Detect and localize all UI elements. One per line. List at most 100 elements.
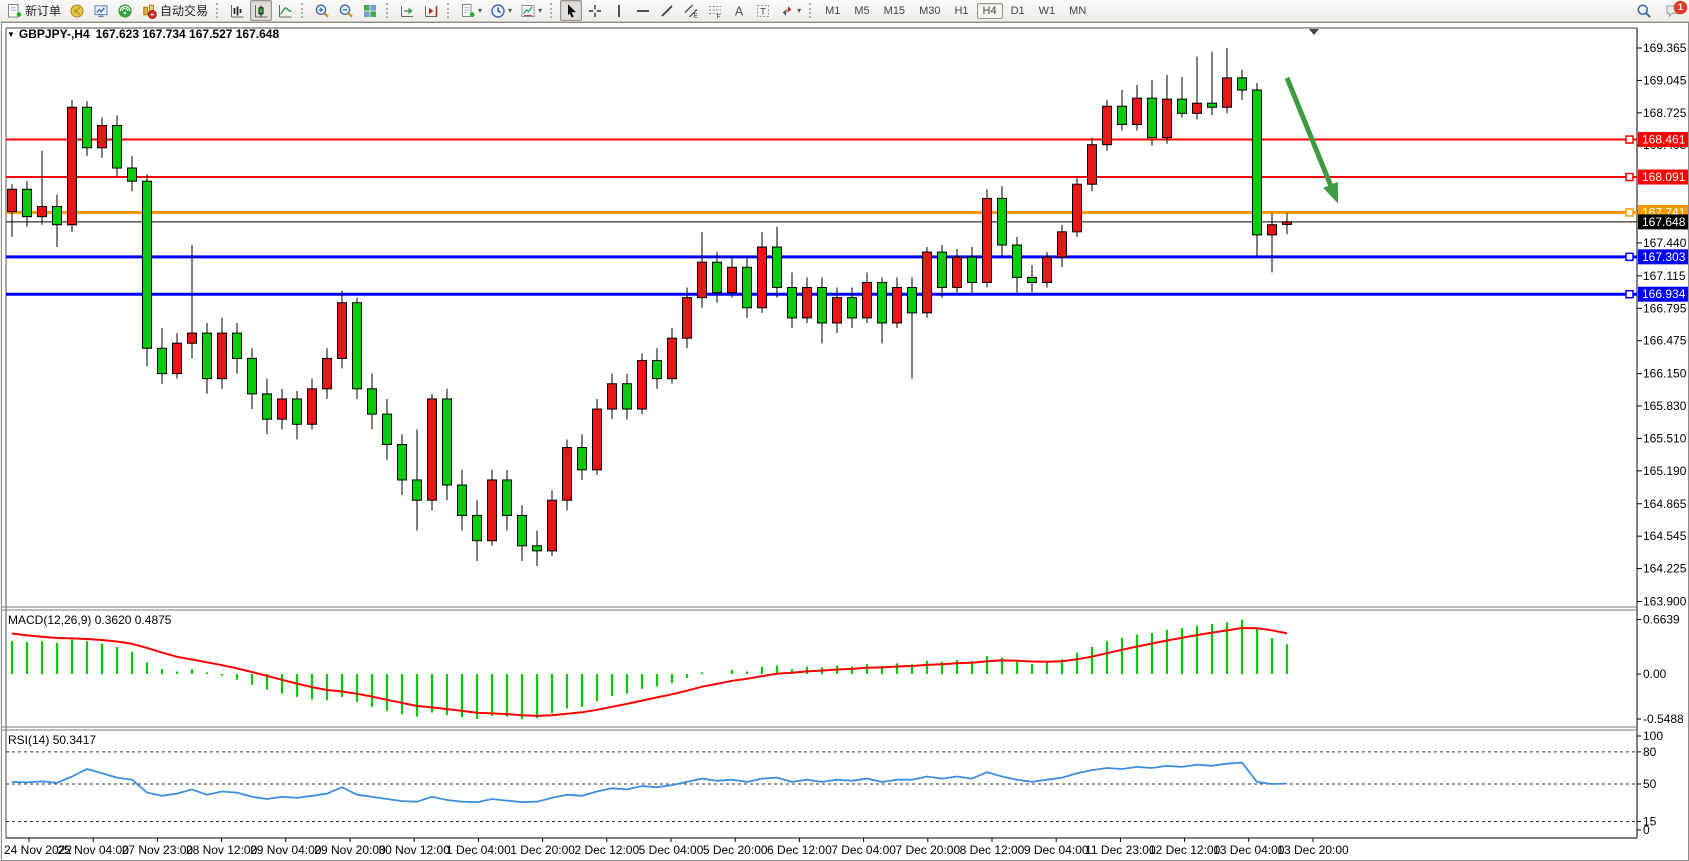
price-chart-canvas[interactable]: 0.6639 0.00 -0.5488 100 80 50 150 169.365 169.04… [2,23,1688,860]
candle-body[interactable] [427,398,437,501]
candle-body[interactable] [82,106,92,149]
timeframe-button-MN[interactable]: MN [1069,4,1087,17]
candle-body[interactable] [607,383,617,410]
annotations[interactable] [1284,29,1338,204]
candlestick-chart-button[interactable] [250,0,273,21]
candle-body[interactable] [67,106,77,226]
level-line-handle[interactable] [1625,289,1634,299]
candle-body[interactable] [667,337,677,380]
candle-body[interactable] [1267,224,1277,236]
candle-body[interactable] [1087,144,1097,185]
candle-body[interactable] [787,287,797,319]
bar-chart-button[interactable] [226,0,248,21]
candle-body[interactable] [832,297,842,324]
candle-body[interactable] [742,266,752,309]
candle-body[interactable] [37,206,47,218]
chart-shift-marker[interactable] [1309,29,1319,35]
candles[interactable] [7,48,1292,567]
signals-button[interactable] [114,0,136,21]
arrows-button[interactable]: ▾ [776,0,804,21]
candle-body[interactable] [922,251,932,314]
chevron-down-icon[interactable]: ▾ [797,6,802,15]
candle-body[interactable] [907,287,917,314]
new-order-button[interactable]: 新订单 [3,0,64,21]
candle-body[interactable] [682,297,692,339]
level-line-handle[interactable] [1625,252,1634,262]
candle-body[interactable] [577,447,587,471]
candle-body[interactable] [1042,256,1052,283]
candle-body[interactable] [367,388,377,415]
candle-body[interactable] [877,281,887,324]
candle-body[interactable] [637,359,647,410]
trendline-button[interactable] [656,0,678,21]
candle-body[interactable] [127,167,137,182]
candle-body[interactable] [1147,97,1157,139]
chevron-down-icon[interactable]: ▾ [538,6,543,15]
candle-body[interactable] [172,342,182,375]
candle-body[interactable] [817,287,827,324]
candle-body[interactable] [487,479,497,542]
candle-body[interactable] [562,447,572,501]
candle-body[interactable] [1282,221,1292,225]
candle-body[interactable] [892,287,902,324]
candle-body[interactable] [622,383,632,410]
zoom-in-button[interactable] [311,0,333,21]
candle-body[interactable] [397,444,407,481]
candle-body[interactable] [847,297,857,319]
candle-body[interactable] [1102,105,1112,146]
candle-body[interactable] [97,124,107,149]
candle-body[interactable] [547,499,557,552]
candle-body[interactable] [862,281,872,319]
periods-button[interactable]: ▾ [487,0,515,21]
candle-body[interactable] [1192,102,1202,114]
timeframe-button-D1[interactable]: D1 [1010,4,1025,17]
candle-body[interactable] [1177,98,1187,114]
candle-body[interactable] [412,479,422,501]
candle-body[interactable] [337,302,347,359]
candle-body[interactable] [727,266,737,294]
line-chart-button[interactable] [274,0,296,21]
candle-body[interactable] [952,256,962,289]
timeframe-button-H1[interactable]: H1 [954,4,969,17]
level-line-handle[interactable] [1625,135,1634,144]
trend-arrow-line[interactable] [1284,76,1336,192]
level-line-handle[interactable] [1625,208,1634,217]
candle-body[interactable] [292,398,302,425]
candle-body[interactable] [382,413,392,446]
candle-body[interactable] [502,479,512,516]
new-chart-button[interactable]: ▾ [457,0,485,21]
fibonacci-button[interactable]: F [704,0,726,21]
candle-body[interactable] [532,545,542,552]
candle-body[interactable] [1057,231,1067,258]
level-line-handle[interactable] [1625,172,1634,182]
cursor-button[interactable] [560,0,583,21]
horizontal-line-button[interactable] [632,0,654,21]
text-label-button[interactable]: T [752,0,774,21]
autotrading-button[interactable]: 自动交易 [138,0,211,21]
candle-body[interactable] [187,332,197,344]
candle-body[interactable] [1207,102,1217,108]
candle-body[interactable] [442,398,452,486]
templates-button[interactable]: ▾ [517,0,545,21]
candle-body[interactable] [157,347,167,375]
candle-body[interactable] [1222,77,1232,108]
candle-body[interactable] [202,332,212,380]
candle-body[interactable] [22,188,32,218]
collapse-icon[interactable]: ▼ [7,30,15,39]
auto-scroll-button[interactable] [396,0,418,21]
timeframe-button-M1[interactable]: M1 [825,4,841,17]
timeframe-button-H4[interactable]: H4 [976,2,1003,19]
chat-button[interactable]: 1 [1662,0,1687,22]
candle-body[interactable] [967,256,977,283]
candle-body[interactable] [112,124,122,169]
candle-body[interactable] [1252,89,1262,236]
candle-body[interactable] [232,332,242,359]
vertical-line-button[interactable] [608,0,630,21]
candle-body[interactable] [712,261,722,294]
candle-body[interactable] [937,251,947,289]
candle-body[interactable] [772,246,782,289]
candle-body[interactable] [652,359,662,380]
chevron-down-icon[interactable]: ▾ [478,6,483,15]
candle-body[interactable] [517,514,527,547]
candle-body[interactable] [982,197,992,283]
